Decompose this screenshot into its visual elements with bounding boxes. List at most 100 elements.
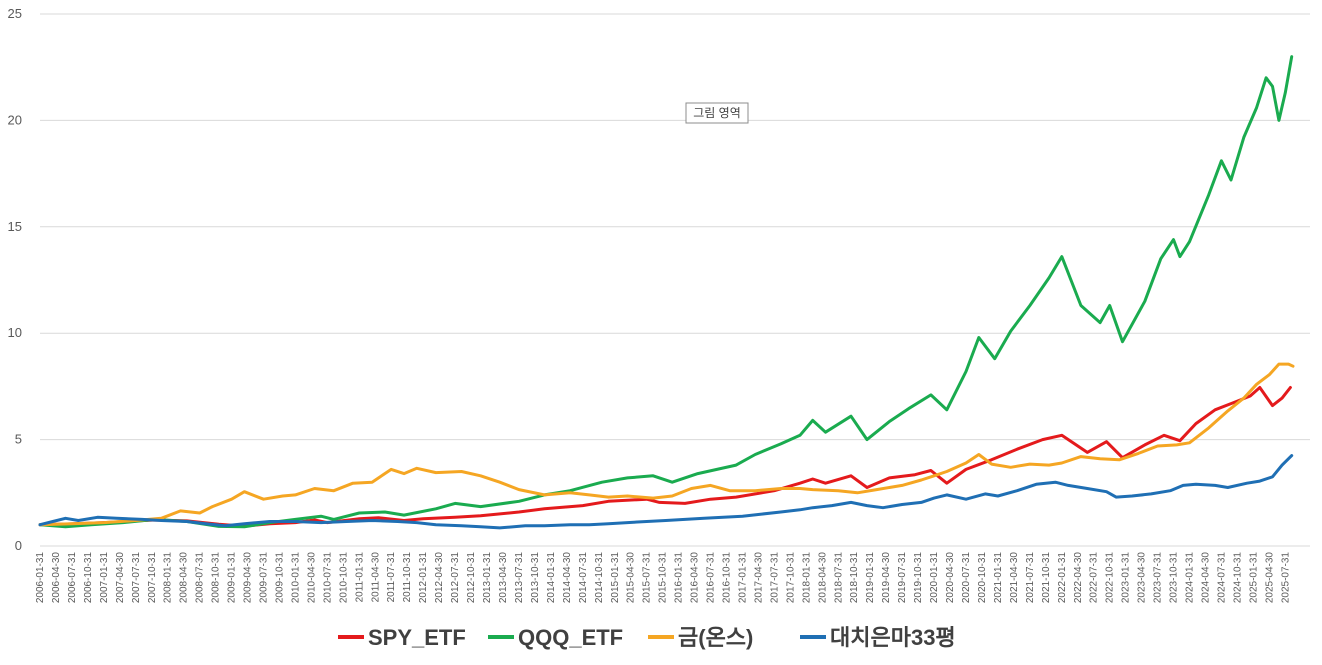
x-tick-label: 2013-07-31 [514, 552, 525, 604]
x-tick-label: 2009-04-30 [243, 552, 254, 604]
x-tick-label: 2014-10-31 [594, 552, 605, 604]
x-tick-label: 2007-04-30 [115, 552, 126, 604]
x-tick-label: 2016-10-31 [722, 552, 733, 604]
series-line-3 [38, 362, 1295, 527]
legend-label: SPY_ETF [368, 625, 466, 650]
x-tick-label: 2013-04-30 [498, 552, 509, 604]
x-tick-label: 2016-04-30 [690, 552, 701, 604]
x-tick-label: 2021-04-30 [1009, 552, 1020, 604]
x-tick-label: 2023-04-30 [1137, 552, 1148, 604]
x-tick-label: 2012-07-31 [450, 552, 461, 604]
x-tick-label: 2007-01-31 [99, 552, 110, 604]
x-tick-label: 2008-01-31 [163, 552, 174, 604]
x-tick-label: 2020-04-30 [945, 552, 956, 604]
x-tick-label: 2015-01-31 [610, 552, 621, 604]
x-tick-label: 2010-07-31 [322, 552, 333, 604]
x-tick-label: 2008-10-31 [211, 552, 222, 604]
series-lines [38, 55, 1295, 530]
x-tick-label: 2024-10-31 [1232, 552, 1243, 604]
x-tick-label: 2011-10-31 [402, 552, 413, 603]
legend: SPY_ETF QQQ_ETF 금(온스) 대치은마33평 [338, 625, 956, 650]
legend-label: 대치은마33평 [830, 625, 956, 650]
x-tick-label: 2024-04-30 [1200, 552, 1211, 604]
x-tick-label: 2010-04-30 [306, 552, 317, 604]
x-tick-label: 2017-07-31 [769, 552, 780, 604]
x-tick-label: 2017-01-31 [737, 552, 748, 604]
x-tick-label: 2012-10-31 [466, 552, 477, 604]
gridlines [40, 13, 1310, 547]
x-tick-label: 2006-10-31 [83, 552, 94, 604]
plot-area-tooltip: 그림 영역 [685, 102, 749, 124]
x-tick-label: 2018-01-31 [801, 552, 812, 604]
x-tick-label: 2021-01-31 [993, 552, 1004, 604]
x-tick-label: 2025-04-30 [1264, 552, 1275, 604]
x-tick-label: 2016-07-31 [706, 552, 717, 604]
x-tick-label: 2010-10-31 [338, 552, 349, 604]
x-tick-label: 2007-10-31 [147, 552, 158, 604]
x-tick-label: 2020-10-31 [977, 552, 988, 604]
y-axis-ticks: 0 5 10 15 20 25 [8, 6, 22, 553]
x-tick-label: 2015-04-30 [626, 552, 637, 604]
x-tick-label: 2006-04-30 [51, 552, 62, 604]
series-line-4 [38, 454, 1294, 530]
x-tick-label: 2015-10-31 [658, 552, 669, 604]
x-tick-label: 2019-10-31 [913, 552, 924, 604]
x-tick-label: 2022-07-31 [1089, 552, 1100, 604]
series-line-1 [38, 386, 1292, 528]
x-tick-label: 2019-04-30 [881, 552, 892, 604]
x-tick-label: 2008-07-31 [195, 552, 206, 604]
series-line-2 [38, 55, 1294, 529]
x-tick-label: 2011-01-31 [354, 552, 365, 603]
x-tick-label: 2009-01-31 [227, 552, 238, 604]
x-tick-label: 2025-07-31 [1280, 552, 1291, 604]
x-tick-label: 2021-07-31 [1025, 552, 1036, 604]
x-tick-label: 2023-07-31 [1153, 552, 1164, 604]
x-tick-label: 2021-10-31 [1041, 552, 1052, 604]
legend-label: 금(온스) [678, 625, 753, 650]
x-tick-label: 2013-10-31 [530, 552, 541, 604]
x-tick-label: 2013-01-31 [482, 552, 493, 604]
x-tick-label: 2008-04-30 [179, 552, 190, 604]
x-tick-label: 2007-07-31 [131, 552, 142, 604]
x-tick-label: 2015-07-31 [642, 552, 653, 604]
x-tick-label: 2011-04-30 [370, 552, 381, 603]
x-tick-label: 2025-01-31 [1248, 552, 1259, 604]
x-tick-label: 2009-07-31 [259, 552, 270, 604]
x-tick-label: 2018-07-31 [833, 552, 844, 604]
legend-label: QQQ_ETF [518, 625, 623, 650]
y-tick-label: 25 [8, 6, 22, 21]
y-tick-label: 20 [8, 112, 22, 127]
x-tick-label: 2009-10-31 [274, 552, 285, 604]
tooltip-box [685, 102, 749, 124]
x-tick-label: 2022-01-31 [1057, 552, 1068, 604]
y-tick-label: 15 [8, 219, 22, 234]
x-tick-label: 2006-07-31 [67, 552, 78, 604]
tooltip-label: 그림 영역 [693, 106, 741, 120]
x-tick-label: 2018-04-30 [817, 552, 828, 604]
x-tick-label: 2019-01-31 [865, 552, 876, 604]
x-tick-label: 2014-07-31 [578, 552, 589, 604]
x-tick-label: 2019-07-31 [897, 552, 908, 604]
x-tick-label: 2024-01-31 [1185, 552, 1196, 604]
x-tick-label: 2010-01-31 [290, 552, 301, 604]
x-tick-label: 2014-01-31 [546, 552, 557, 604]
x-tick-label: 2020-07-31 [961, 552, 972, 604]
x-tick-label: 2018-10-31 [849, 552, 860, 604]
x-tick-label: 2011-07-31 [386, 552, 397, 603]
x-tick-label: 2017-10-31 [785, 552, 796, 604]
x-tick-label: 2006-01-31 [35, 552, 46, 604]
x-tick-label: 2020-01-31 [929, 552, 940, 604]
x-tick-label: 2023-01-31 [1121, 552, 1132, 604]
x-tick-label: 2017-04-30 [753, 552, 764, 604]
x-tick-label: 2016-01-31 [674, 552, 685, 604]
x-tick-label: 2012-04-30 [434, 552, 445, 604]
x-axis-ticks: 2006-01-31 2006-04-30 2006-07-31 2006-10-31… [35, 552, 1291, 604]
x-tick-label: 2024-07-31 [1216, 552, 1227, 604]
x-tick-label: 2014-04-30 [562, 552, 573, 604]
x-tick-label: 2012-01-31 [418, 552, 429, 604]
y-tick-label: 0 [15, 538, 22, 553]
y-tick-label: 5 [15, 432, 22, 447]
x-tick-label: 2022-04-30 [1073, 552, 1084, 604]
x-tick-label: 2023-10-31 [1169, 552, 1180, 604]
y-tick-label: 10 [8, 325, 22, 340]
